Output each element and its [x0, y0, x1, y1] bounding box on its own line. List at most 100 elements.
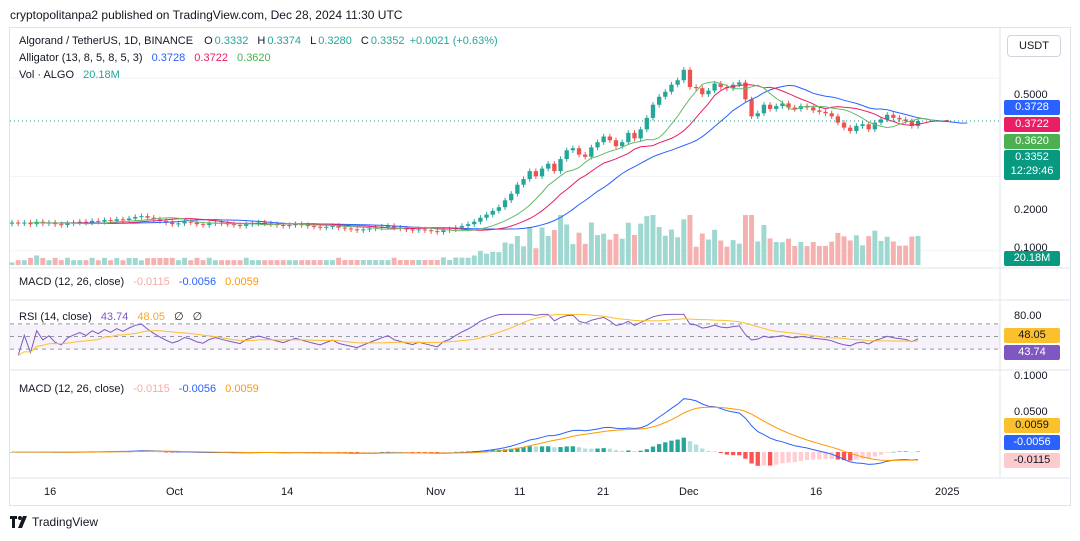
volume-bar — [730, 240, 736, 265]
candle-body — [274, 224, 280, 226]
candle-body — [385, 225, 391, 227]
macd-histogram-bar — [774, 452, 779, 465]
candle-body — [145, 216, 150, 218]
candle-body — [693, 87, 699, 89]
volume-bar — [909, 236, 915, 265]
candle-body — [441, 230, 446, 233]
macd-histogram-bar — [656, 444, 662, 452]
macd-histogram-bar — [613, 450, 619, 452]
rsi-legend[interactable]: RSI (14, close) 43.74 48.05 ∅ ∅ — [19, 310, 204, 323]
candle-body — [207, 223, 212, 226]
candle-body — [151, 217, 156, 220]
macd-histogram-bar — [447, 452, 452, 453]
volume-value: 20.18M — [83, 69, 120, 81]
candle-body — [860, 124, 865, 126]
volume-bar — [601, 233, 607, 265]
candle-body — [465, 224, 471, 226]
volume-bar — [496, 252, 502, 265]
volume-bar — [699, 233, 705, 265]
candle-body — [108, 220, 113, 222]
alligator-lips-line — [30, 81, 937, 232]
macd-histogram-bar — [749, 452, 754, 464]
macd-histogram-bar — [724, 452, 730, 455]
macd-histogram-bar — [761, 452, 767, 466]
volume-bar — [884, 236, 890, 265]
volume-bar — [576, 232, 582, 265]
volume-bar — [638, 223, 644, 265]
macd-tick-top: 0.1000 — [1014, 370, 1048, 382]
candle-body — [77, 221, 82, 223]
volume-bar — [786, 238, 792, 265]
volume-bar — [872, 230, 878, 265]
macd-histogram-bar — [700, 448, 705, 452]
macd-histogram-bar — [650, 446, 656, 452]
volume-bar — [256, 260, 261, 265]
volume-bar — [175, 260, 181, 265]
candle-body — [459, 225, 465, 228]
candle-body — [89, 220, 95, 223]
macd-legend-2[interactable]: MACD (12, 26, close) -0.0115 -0.0056 0.0… — [19, 383, 261, 395]
volume-bar — [681, 219, 687, 265]
macd-histogram-bar — [607, 448, 612, 452]
macd-histogram-bar — [601, 448, 606, 452]
candle-body — [656, 96, 662, 105]
macd-histogram-bar — [324, 452, 329, 453]
volume-bar — [477, 251, 483, 265]
chart-frame — [9, 27, 1071, 506]
candle-body — [669, 84, 674, 92]
volume-bar — [262, 260, 268, 265]
macd-histogram-bar — [675, 439, 680, 452]
volume-bar — [662, 235, 668, 265]
candle-body — [706, 90, 711, 95]
macd-histogram-bar — [342, 452, 347, 453]
macd-histogram-bar — [570, 446, 576, 452]
time-tick-2: 14 — [281, 486, 294, 498]
candle-body — [885, 114, 890, 120]
volume-legend[interactable]: Vol · ALGO 20.18M — [19, 69, 122, 81]
footer-brand[interactable]: TradingView — [10, 515, 98, 529]
candle-body — [391, 225, 397, 228]
volume-bar — [280, 260, 286, 265]
candle-body — [533, 171, 539, 177]
candle-body — [361, 229, 366, 231]
volume-bar — [656, 226, 662, 265]
macd-histogram-bar — [835, 452, 841, 460]
macd-histogram-bar — [860, 452, 865, 459]
macd-histogram-bar — [373, 452, 378, 453]
candle-body — [644, 117, 649, 130]
candle-body — [638, 129, 643, 139]
symbol-label[interactable]: Algorand / TetherUS, 1D, BINANCE — [19, 35, 194, 47]
alligator-teeth-value: 0.3722 — [194, 52, 228, 64]
candle-body — [854, 125, 859, 132]
candle-body — [743, 82, 748, 100]
macd-legend-1[interactable]: MACD (12, 26, close) -0.0115 -0.0056 0.0… — [19, 276, 261, 288]
currency-button[interactable]: USDT — [1007, 35, 1061, 57]
volume-bar — [212, 260, 218, 265]
alligator-legend[interactable]: Alligator (13, 8, 5, 8, 5, 3) 0.3728 0.3… — [19, 52, 273, 64]
candle-body — [367, 228, 372, 230]
volume-bar — [89, 257, 95, 265]
candle-body — [681, 69, 686, 81]
volume-bar — [237, 260, 243, 265]
macd-histogram-bar — [663, 442, 668, 452]
volume-bar — [188, 260, 194, 265]
macd-histogram-bar — [693, 444, 699, 452]
volume-bar — [268, 260, 274, 265]
volume-bar — [434, 260, 440, 265]
candle-body — [700, 88, 705, 95]
candle-body — [755, 113, 760, 117]
volume-bar — [792, 246, 798, 265]
volume-bar — [767, 238, 773, 265]
macd-histogram-bar — [435, 452, 440, 453]
volume-bar — [570, 244, 576, 265]
candle-body — [231, 224, 237, 226]
candle-body — [576, 148, 582, 155]
macd-histogram-bar — [336, 452, 341, 453]
time-tick-6: Dec — [679, 486, 699, 498]
candle-body — [404, 228, 409, 230]
rsi-label: RSI (14, close) — [19, 311, 92, 323]
volume-bar — [243, 257, 249, 265]
macd-histogram-bar — [681, 437, 686, 452]
volume-bar — [447, 260, 453, 265]
volume-bar — [724, 246, 730, 265]
